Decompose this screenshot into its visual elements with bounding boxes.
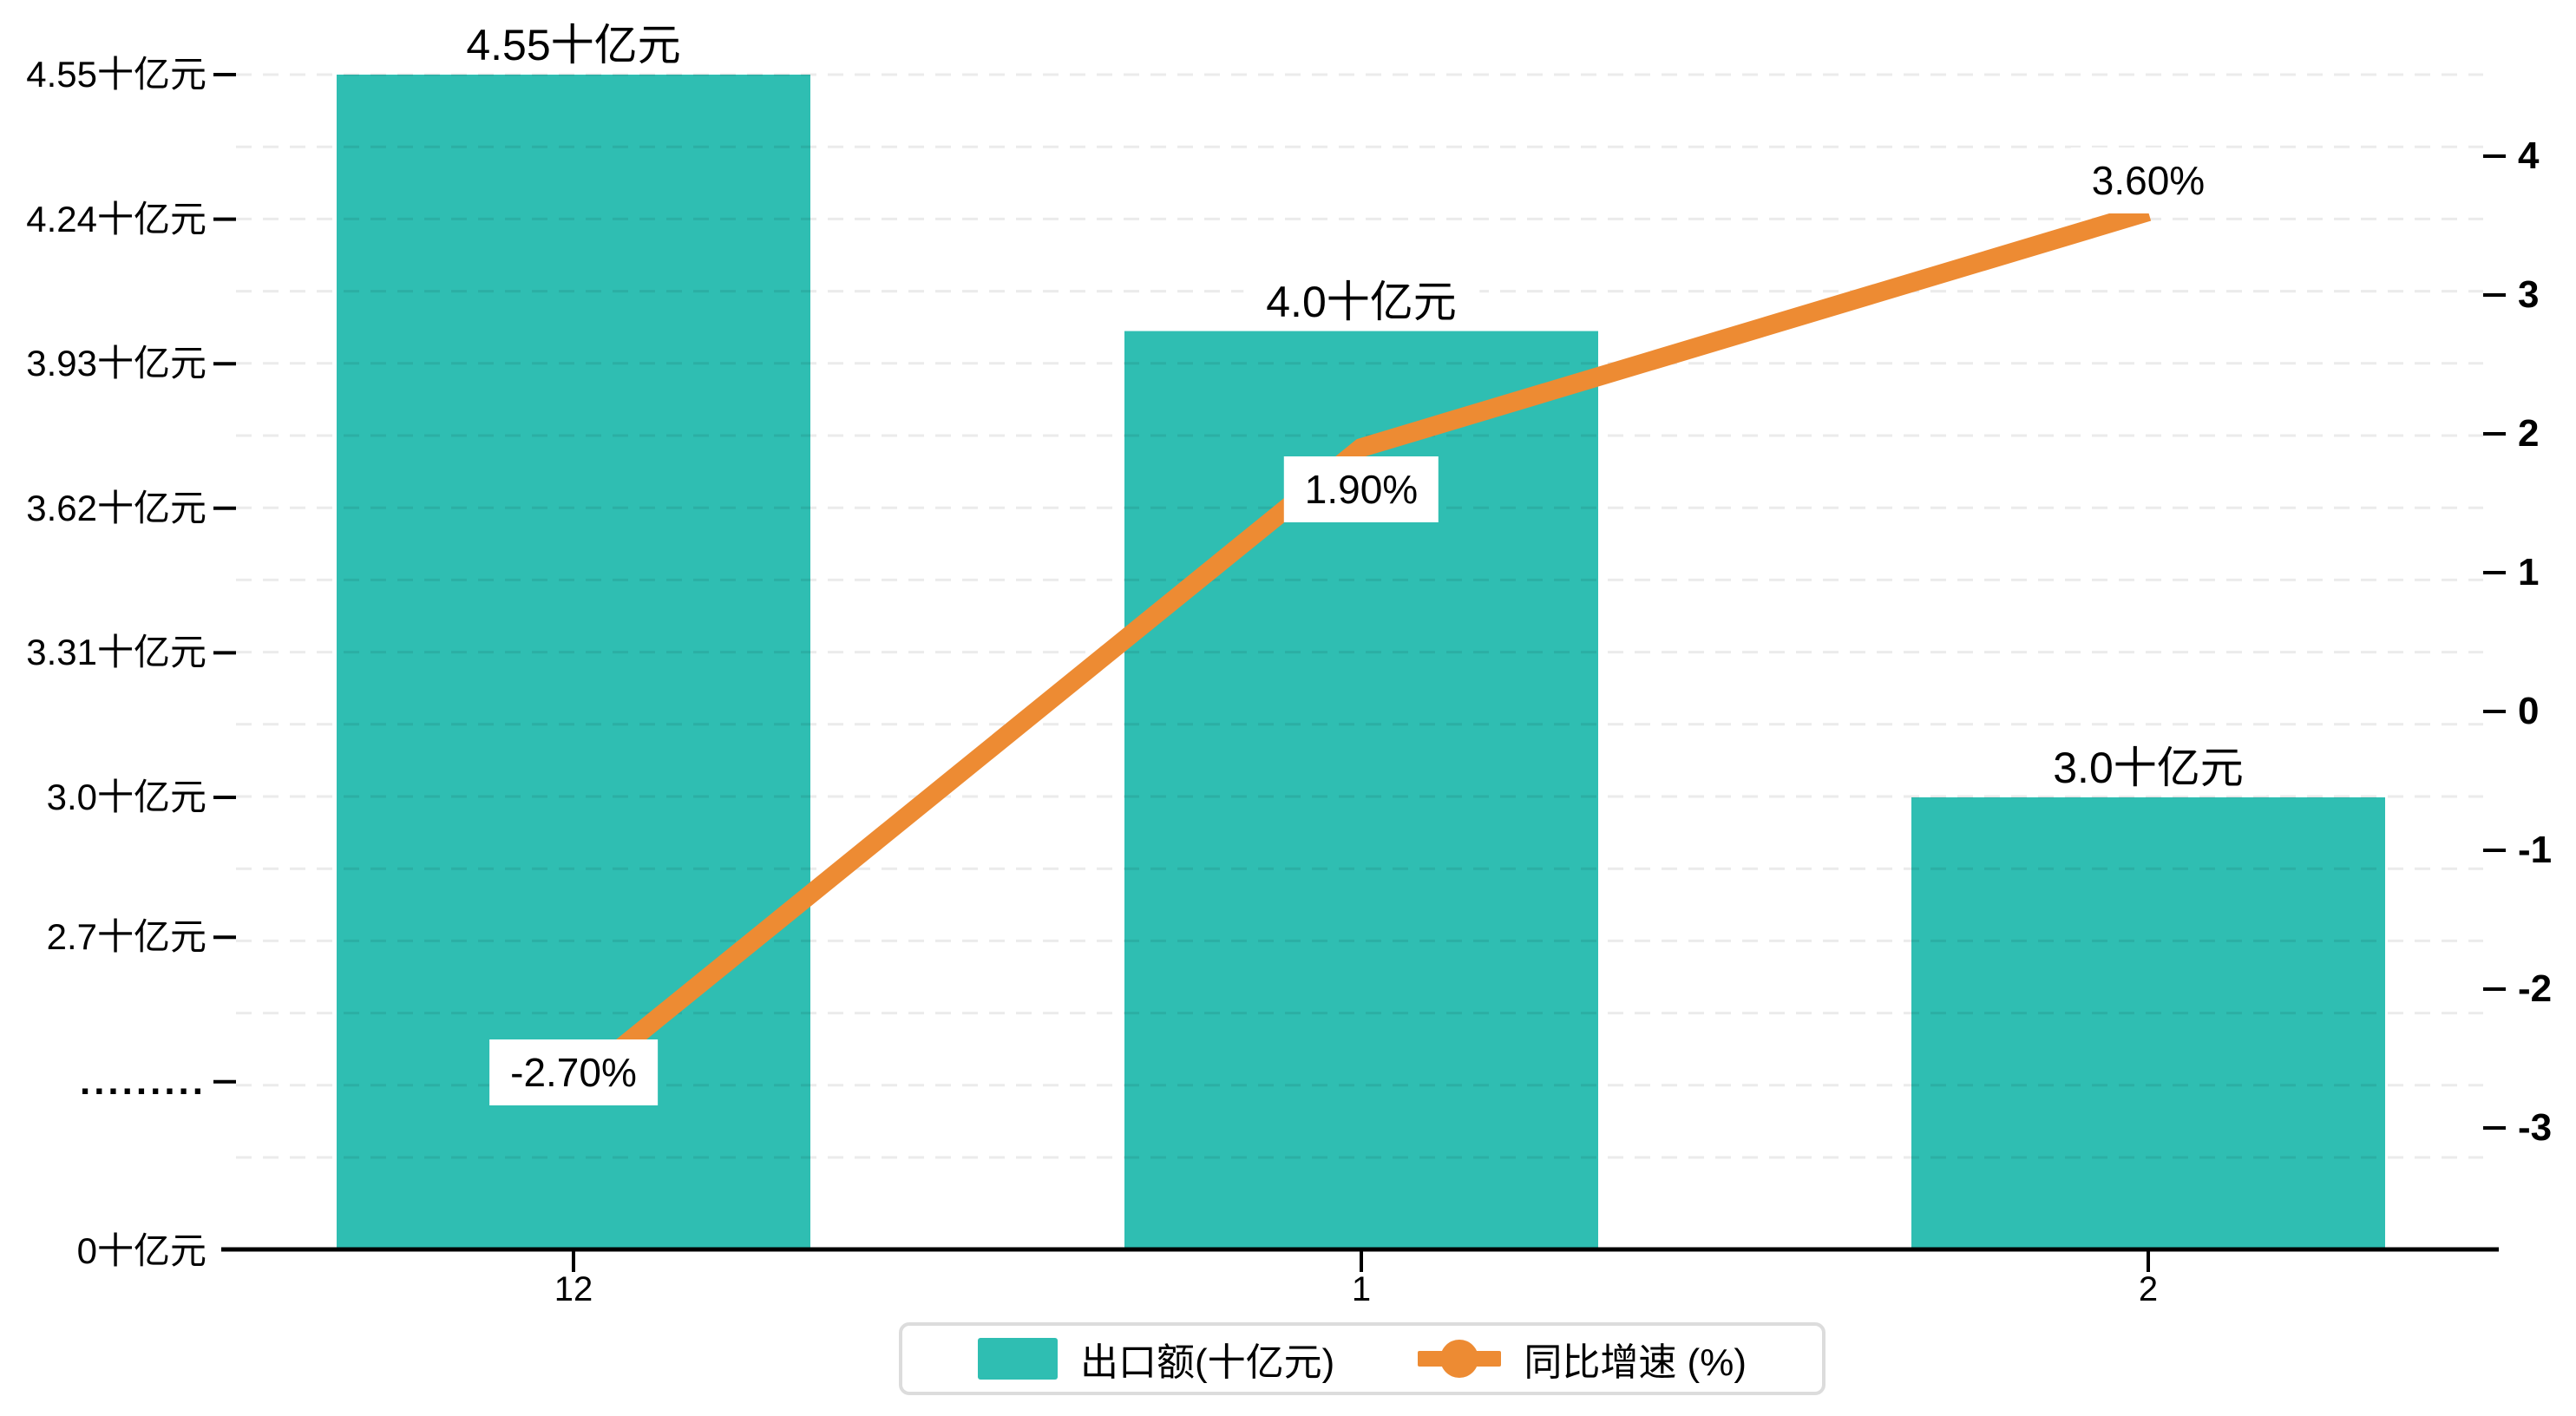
legend-item-export-bar[interactable]: 出口额(十亿元) (978, 1331, 1334, 1386)
bar-1[interactable] (1124, 331, 1598, 1249)
legend-label-export: 出口额(十亿元) (1080, 1341, 1335, 1384)
bar-series-swatch-icon (978, 1338, 1059, 1380)
bar-2[interactable] (1911, 796, 2385, 1249)
legend: 出口额(十亿元) 同比增速 (%) (899, 1322, 1825, 1395)
bar-12[interactable] (337, 75, 810, 1249)
legend-label-growth: 同比增速 (%) (1524, 1341, 1747, 1384)
legend-item-growth-line[interactable]: 同比增速 (%) (1418, 1331, 1747, 1386)
line-series-marker-icon (1418, 1338, 1502, 1380)
trend-line-growth[interactable] (567, 202, 2152, 1094)
